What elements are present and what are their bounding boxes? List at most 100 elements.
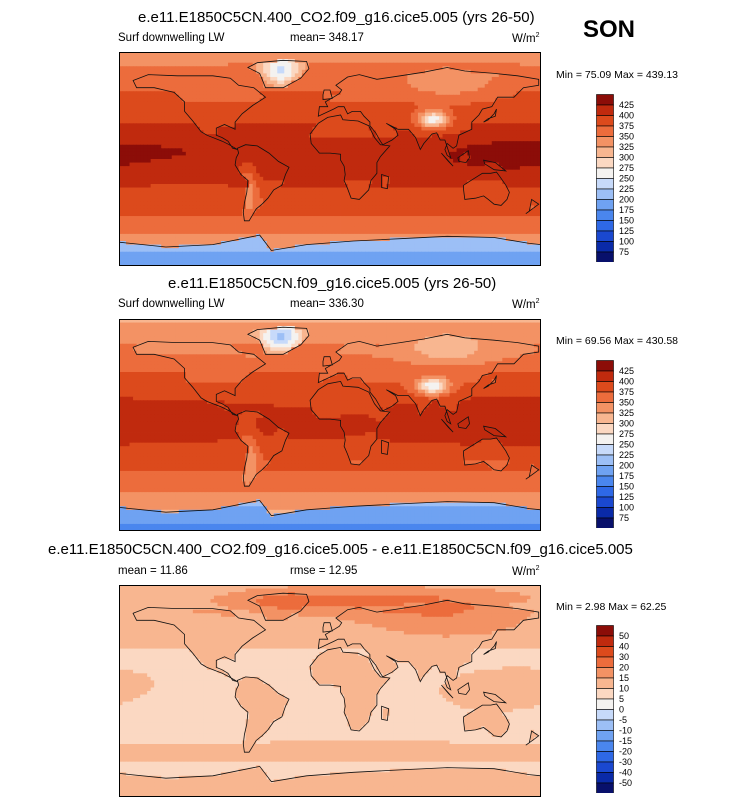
- field-cell: [284, 194, 289, 199]
- field-cell: [424, 169, 429, 174]
- field-cell: [393, 66, 398, 71]
- field-cell: [154, 52, 159, 56]
- field-cell: [150, 84, 155, 89]
- field-cell: [224, 84, 229, 89]
- field-cell: [484, 98, 489, 103]
- field-cell: [294, 141, 299, 146]
- field-cell: [470, 148, 475, 153]
- field-cell: [206, 66, 211, 71]
- field-cell: [319, 169, 324, 174]
- field-cell: [217, 144, 222, 149]
- field-cell: [516, 101, 521, 106]
- field-cell: [140, 176, 145, 181]
- field-cell: [439, 105, 443, 110]
- field-cell: [354, 162, 359, 167]
- field-cell: [196, 116, 201, 121]
- field-cell: [368, 123, 373, 128]
- field-cell: [358, 62, 363, 67]
- field-cell: [407, 148, 412, 153]
- field-cell: [263, 98, 268, 103]
- field-cell: [523, 98, 528, 103]
- field-cell: [140, 191, 145, 196]
- field-cell: [249, 98, 254, 103]
- field-cell: [519, 141, 524, 146]
- field-cell: [150, 191, 155, 196]
- field-cell: [175, 101, 180, 106]
- field-cell: [238, 194, 243, 199]
- field-cell: [456, 116, 461, 121]
- field-cell: [298, 73, 303, 78]
- field-cell: [439, 130, 443, 135]
- field-cell: [330, 198, 334, 203]
- field-cell: [498, 169, 503, 174]
- field-cell: [414, 80, 419, 85]
- field-cell: [171, 180, 176, 185]
- field-cell: [498, 187, 503, 192]
- field-cell: [474, 141, 479, 146]
- field-cell: [393, 144, 398, 149]
- field-cell: [235, 173, 239, 178]
- field-cell: [400, 66, 405, 71]
- field-cell: [319, 141, 324, 146]
- field-cell: [484, 180, 489, 185]
- field-cell: [206, 123, 211, 128]
- field-cell: [319, 137, 324, 142]
- field-cell: [231, 198, 236, 203]
- field-cell: [340, 105, 345, 110]
- field-cell: [175, 80, 180, 85]
- field-cell: [210, 183, 215, 188]
- field-cell: [252, 166, 257, 171]
- field-cell: [263, 109, 268, 114]
- field-cell: [431, 134, 436, 138]
- field-cell: [498, 166, 503, 171]
- field-cell: [189, 91, 194, 96]
- field-cell: [375, 176, 380, 181]
- field-cell: [308, 159, 313, 163]
- field-cell: [354, 148, 359, 153]
- field-cell: [439, 187, 443, 192]
- field-cell: [308, 162, 313, 167]
- field-cell: [270, 123, 275, 128]
- field-cell: [414, 84, 419, 89]
- field-cell: [143, 180, 148, 185]
- field-cell: [210, 180, 215, 185]
- field-cell: [178, 166, 183, 171]
- field-cell: [502, 126, 507, 131]
- field-cell: [512, 105, 517, 110]
- field-cell: [217, 73, 222, 78]
- field-cell: [154, 105, 159, 110]
- field-cell: [477, 87, 482, 92]
- field-cell: [330, 194, 334, 199]
- field-cell: [168, 173, 173, 178]
- field-cell: [358, 148, 363, 153]
- field-cell: [410, 159, 415, 163]
- field-cell: [256, 130, 261, 135]
- field-cell: [344, 69, 348, 74]
- field-cell: [435, 119, 440, 124]
- field-cell: [337, 112, 341, 117]
- field-cell: [516, 119, 521, 124]
- field-cell: [298, 69, 303, 74]
- field-cell: [498, 130, 503, 135]
- field-cell: [488, 191, 493, 196]
- field-cell: [133, 76, 137, 81]
- field-cell: [498, 62, 503, 67]
- field-cell: [372, 73, 377, 78]
- field-cell: [235, 183, 239, 188]
- field-cell: [523, 76, 528, 81]
- field-cell: [284, 137, 289, 142]
- field-cell: [249, 116, 254, 121]
- field-cell: [431, 130, 436, 135]
- field-cell: [171, 166, 176, 171]
- field-cell: [484, 76, 489, 81]
- field-cell: [315, 198, 320, 203]
- field-cell: [428, 87, 433, 92]
- field-cell: [122, 119, 127, 124]
- field-cell: [379, 141, 384, 146]
- field-cell: [403, 141, 408, 146]
- field-cell: [351, 123, 356, 128]
- field-cell: [224, 62, 229, 67]
- field-cell: [439, 59, 443, 64]
- field-cell: [403, 144, 408, 149]
- field-cell: [344, 101, 348, 106]
